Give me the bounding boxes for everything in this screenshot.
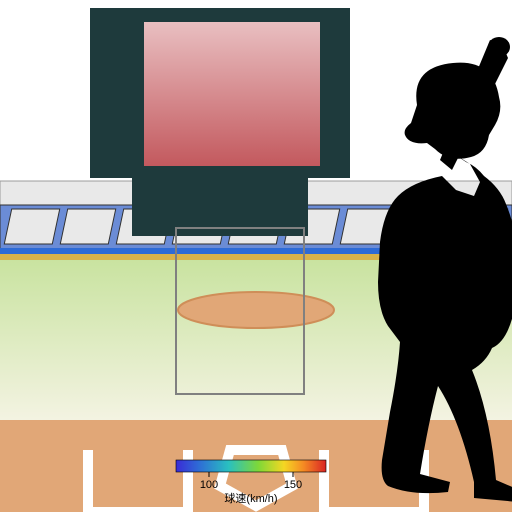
colorbar-tick-label: 150 (284, 479, 302, 491)
colorbar-tick-label: 100 (200, 479, 218, 491)
pitch-location-diagram: 100 150 球速(km/h) (0, 0, 512, 512)
pitchers-mound (178, 292, 334, 328)
colorbar-label: 球速(km/h) (224, 491, 277, 505)
bat-knob (488, 37, 510, 57)
colorbar-gradient (176, 460, 326, 472)
wall-panel (60, 209, 115, 244)
scene-svg: 100 150 球速(km/h) (0, 0, 512, 512)
scoreboard-screen (144, 22, 320, 166)
wall-panel (4, 209, 59, 244)
